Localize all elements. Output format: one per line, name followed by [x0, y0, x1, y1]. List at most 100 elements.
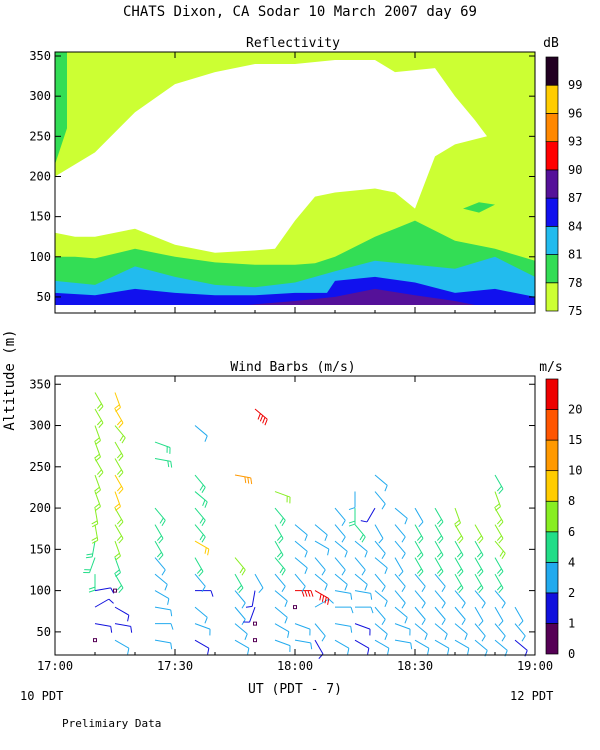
wind-barb-feather — [327, 598, 330, 605]
wind-barb-staff — [254, 573, 264, 589]
wind-barb-feather — [481, 635, 486, 642]
reflectivity-y-tick-label: 350 — [29, 49, 51, 63]
wind-barb-feather — [116, 485, 122, 492]
wind-barb-staff — [354, 557, 366, 571]
wind-colorbar-swatch — [545, 500, 559, 533]
wind-barbs — [83, 392, 528, 660]
wind-barb-feather — [94, 437, 100, 443]
wind-colorbar-label: 15 — [568, 433, 582, 447]
wind-barb-staff — [394, 606, 408, 618]
wind-barb-staff — [354, 590, 371, 594]
wind-barb-feather — [278, 554, 284, 561]
wind-barb-staff — [294, 573, 306, 587]
wind-x-tick-label: 18:00 — [277, 659, 313, 673]
wind-barb-feather — [367, 648, 370, 655]
wind-barb-staff — [434, 606, 446, 620]
wind-barb-feather — [441, 586, 446, 593]
wind-barb-staff — [274, 524, 284, 539]
wind-colorbar-swatch — [545, 592, 559, 624]
wind-colorbar: 0 1 2 4 6 8 10 15 20 — [545, 378, 582, 661]
wind-barb-feather — [287, 631, 290, 638]
wind-barb-staff — [314, 524, 328, 536]
wind-barb-feather — [115, 407, 121, 412]
wind-barb-feather — [418, 554, 424, 561]
wind-barb-feather — [321, 595, 325, 602]
reflectivity-colorbar-label: 93 — [568, 135, 582, 149]
wind-barb-feather — [158, 554, 164, 561]
wind-barb-feather — [95, 440, 101, 445]
wind-barb-feather — [464, 633, 468, 640]
wind-barb-staff — [374, 639, 390, 649]
wind-barb-staff — [354, 524, 366, 538]
wind-barb-staff — [314, 590, 330, 600]
wind-barb-feather — [115, 506, 121, 511]
wind-barb-staff — [394, 623, 411, 630]
wind-barb-feather — [239, 567, 244, 574]
wind-barb-staff — [334, 557, 346, 571]
wind-barb-staff — [94, 392, 104, 407]
wind-barb-staff — [114, 392, 121, 408]
wind-barb-staff — [234, 557, 246, 571]
wind-barb-staff — [94, 587, 111, 592]
wind-barb-staff — [154, 458, 171, 462]
wind-barb-feather — [281, 520, 286, 526]
wind-frame — [54, 375, 536, 656]
wind-barb-staff — [454, 606, 466, 620]
wind-barb-staff — [114, 491, 121, 507]
wind-barb-staff — [474, 639, 488, 651]
wind-barb-staff — [474, 606, 484, 622]
wind-barb-staff — [474, 524, 484, 539]
wind-barb-staff — [394, 524, 406, 538]
wind-barb-staff — [394, 557, 404, 572]
wind-barb-staff — [154, 507, 166, 521]
wind-barb-staff — [194, 639, 210, 649]
wind-barb-staff — [114, 540, 121, 557]
wind-calm-mark — [253, 638, 257, 643]
wind-barb-feather — [324, 597, 327, 604]
wind-barb-feather — [384, 633, 388, 640]
wind-barb-staff — [454, 623, 468, 635]
wind-barb-staff — [494, 623, 506, 637]
wind-barb-feather — [116, 452, 122, 459]
wind-barb-staff — [114, 639, 130, 649]
wind-barb-feather — [247, 648, 250, 655]
wind-barb-feather — [455, 522, 461, 528]
wind-barb-feather — [496, 568, 502, 574]
wind-y-tick-label: 100 — [29, 584, 51, 598]
wind-barb-staff — [94, 598, 110, 608]
wind-barb-staff — [494, 491, 501, 507]
wind-barb-staff — [274, 623, 290, 633]
wind-barb-feather — [364, 584, 368, 591]
wind-barb-feather — [170, 461, 173, 468]
wind-barb-feather — [204, 617, 208, 624]
wind-barb-feather — [94, 486, 100, 492]
wind-barb-staff — [374, 573, 386, 587]
wind-barb-feather — [284, 600, 288, 607]
wind-barb-feather — [310, 642, 313, 650]
wind-colorbar-label: 2 — [568, 586, 575, 600]
wind-barb-feather — [170, 642, 173, 650]
wind-barb-feather — [95, 489, 101, 495]
wind-colorbar-swatch — [545, 378, 559, 410]
wind-barb-feather — [458, 571, 464, 577]
wind-barb-feather — [96, 469, 102, 475]
left-date-label: 10 PDT — [20, 689, 63, 703]
wind-barb-feather — [204, 547, 207, 554]
wind-barb-feather — [201, 536, 206, 543]
wind-barb-staff — [274, 557, 286, 571]
wind-barb-feather — [304, 551, 308, 558]
wind-barb-staff — [194, 606, 208, 618]
wind-barb-staff — [194, 524, 206, 538]
wind-barb-feather — [496, 585, 502, 591]
wind-barb-feather — [207, 548, 210, 556]
wind-barb-staff — [494, 606, 504, 622]
wind-barb-staff — [334, 524, 346, 538]
wind-barb-staff — [249, 606, 256, 623]
wind-barb-staff — [334, 639, 350, 649]
reflectivity-colorbar-unit: dB — [543, 36, 559, 51]
wind-barb-feather — [501, 602, 506, 609]
wind-x-tick-label: 17:30 — [157, 659, 193, 673]
wind-barb-feather — [94, 503, 100, 509]
wind-barb-feather — [381, 553, 386, 559]
wind-barb-feather — [416, 535, 422, 541]
